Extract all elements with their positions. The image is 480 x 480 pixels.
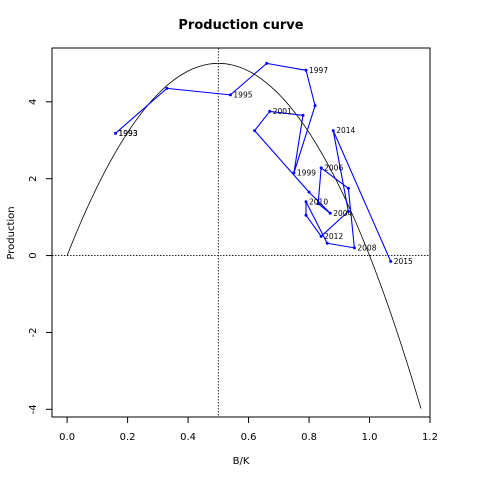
data-point-2015 [389, 259, 393, 263]
data-point-2001 [268, 109, 272, 113]
point-label-1999: 1999 [297, 168, 316, 177]
data-point-2014 [331, 129, 335, 133]
x-tick-label: 1.0 [362, 432, 378, 443]
data-point-2002 [253, 129, 257, 133]
series-layer: 1993 1995 1997 1999 2001 2004 2006 2008 2010 2012… [114, 61, 413, 266]
point-label-1995: 1995 [233, 90, 252, 99]
y-tick-label: 0 [28, 252, 39, 258]
y-tick-label: -4 [28, 404, 39, 414]
x-axis: 0.0 0.2 0.4 0.6 0.8 1.0 1.2 [59, 416, 438, 443]
data-point-2012 [319, 234, 323, 238]
series-line [115, 62, 392, 262]
point-label-2004: 2004 [333, 209, 352, 218]
point-label-2014: 2014 [336, 126, 355, 135]
data-point-1995 [228, 93, 232, 97]
point-label-2006: 2006 [324, 163, 343, 172]
data-point-2004 [328, 211, 332, 215]
y-axis: -4 -2 0 2 4 [28, 99, 53, 414]
data-point-2003 [307, 190, 311, 194]
reference-lines [52, 48, 430, 417]
x-tick-label: 0.8 [301, 432, 317, 443]
x-tick-label: 0.4 [180, 432, 196, 443]
parabola-curve-layer [66, 62, 422, 409]
point-label-2010: 2010 [309, 197, 328, 206]
point-label-2012: 2012 [324, 232, 343, 241]
data-point-2008 [352, 246, 356, 250]
point-label-2015: 2015 [394, 257, 413, 266]
point-label-2001: 2001 [273, 107, 292, 116]
data-point-1994 [165, 86, 169, 90]
data-point-2011 [304, 213, 308, 217]
data-point-2000 [301, 113, 305, 117]
point-label-1997: 1997 [309, 66, 328, 75]
data-point-1997 [304, 68, 308, 72]
y-axis-label: Production [6, 206, 17, 259]
data-point-1996 [265, 61, 269, 65]
chart-title: Production curve [178, 18, 303, 33]
parabola-curve-line [66, 62, 422, 409]
point-label-1993: 1993 [119, 129, 138, 138]
x-axis-label: B/K [233, 456, 250, 467]
y-tick-label: 4 [28, 99, 39, 105]
point-label-extra-0: 1993 [119, 129, 138, 138]
x-tick-label: 0.2 [120, 432, 136, 443]
plot-frame [51, 47, 431, 418]
point-label-2008: 2008 [357, 243, 376, 252]
y-tick-label: 2 [28, 176, 39, 182]
data-point-2010 [304, 200, 308, 204]
data-point-1998 [313, 104, 317, 108]
y-tick-label: -2 [28, 327, 39, 337]
data-point-2005 [316, 202, 320, 206]
x-tick-label: 0.6 [241, 432, 257, 443]
data-point-2009 [325, 241, 329, 245]
x-tick-label: 0.0 [59, 432, 75, 443]
data-point-2013 [346, 209, 350, 213]
data-point-1999 [292, 171, 296, 175]
x-tick-label: 1.2 [422, 432, 438, 443]
data-point-2007 [346, 186, 350, 190]
data-point-1993 [114, 131, 118, 135]
data-point-2006 [319, 166, 323, 170]
